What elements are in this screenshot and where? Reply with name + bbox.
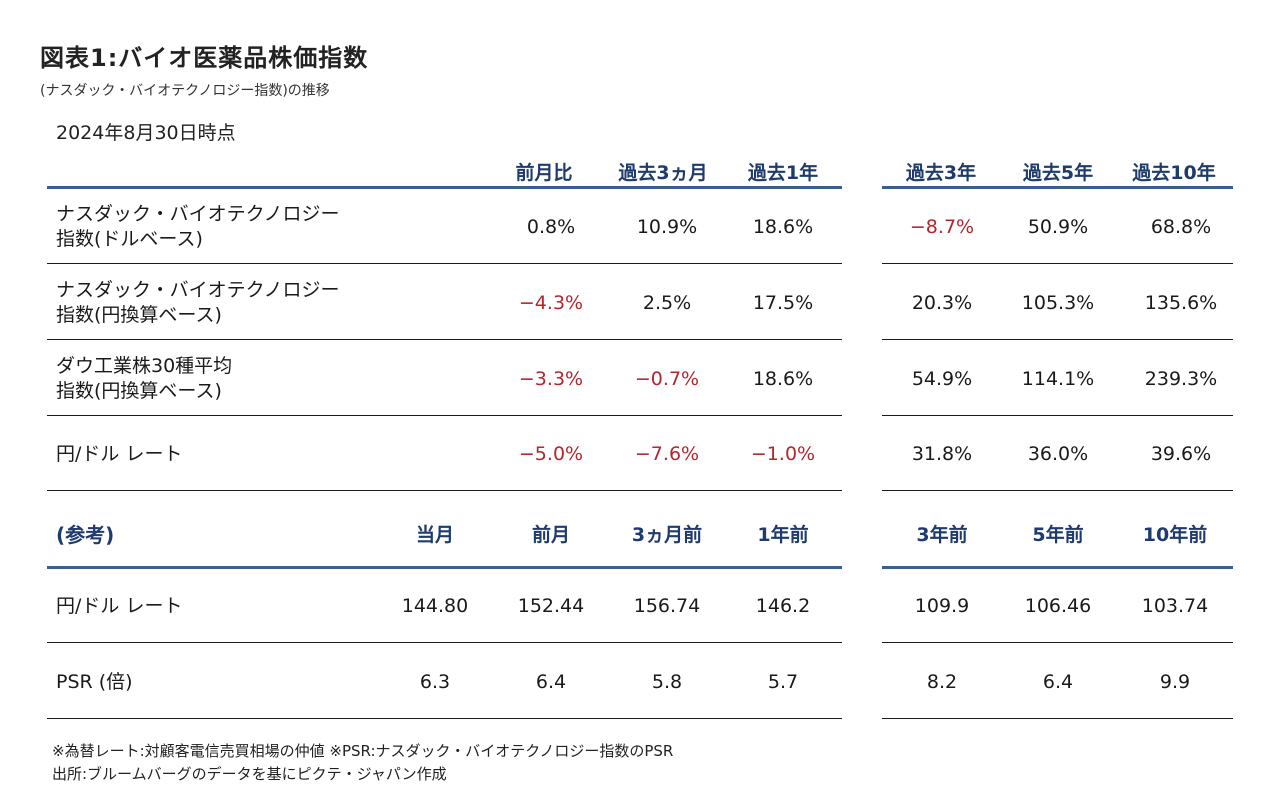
row-label: ナスダック・バイオテクノロジー 指数(円換算ベース) <box>56 279 340 326</box>
header-5y-ago: 5年前 <box>1032 524 1084 546</box>
reference-rule-right <box>882 566 1233 569</box>
value-cell: 39.6% <box>1150 443 1212 465</box>
value-cell: 106.46 <box>1024 595 1092 617</box>
value-cell: −5.0% <box>518 443 584 465</box>
value-cell: 105.3% <box>1021 292 1095 314</box>
value-cell: 50.9% <box>1027 216 1089 238</box>
value-cell: 239.3% <box>1144 368 1218 390</box>
reference-rule-left <box>47 566 842 569</box>
row-divider <box>47 263 842 264</box>
header-current-month: 当月 <box>415 524 454 546</box>
row-divider <box>882 263 1233 264</box>
row-divider <box>882 642 1233 643</box>
value-cell: 114.1% <box>1021 368 1095 390</box>
reference-label: (参考) <box>56 523 115 547</box>
value-cell: 156.74 <box>633 595 701 617</box>
row-divider <box>882 415 1233 416</box>
value-cell: −1.0% <box>750 443 816 465</box>
header-3y-ago: 3年前 <box>916 524 968 546</box>
value-cell: 36.0% <box>1027 443 1089 465</box>
row-divider <box>47 490 842 491</box>
value-cell: −7.6% <box>634 443 700 465</box>
header-3m: 過去3ヵ月 <box>618 162 708 184</box>
row-label: PSR (倍) <box>56 671 133 693</box>
row-label: 円/ドル レート <box>56 595 183 617</box>
value-cell: 20.3% <box>911 292 973 314</box>
row-label: ナスダック・バイオテクノロジー 指数(ドルベース) <box>56 203 340 250</box>
value-cell: 152.44 <box>517 595 585 617</box>
header-rule-left <box>47 186 842 189</box>
row-label: ダウ工業株30種平均 指数(円換算ベース) <box>56 355 233 402</box>
header-3m-ago: 3ヵ月前 <box>631 524 703 546</box>
header-1y: 過去1年 <box>747 162 819 184</box>
value-cell: 109.9 <box>914 595 970 617</box>
value-cell: 0.8% <box>526 216 576 238</box>
value-cell: 135.6% <box>1144 292 1218 314</box>
value-cell: −4.3% <box>518 292 584 314</box>
source-note: 出所:ブルームバーグのデータを基にピクテ・ジャパン作成 <box>52 765 447 783</box>
footnote: ※為替レート:対顧客電信売買相場の仲値 ※PSR:ナスダック・バイオテクノロジー… <box>52 742 674 760</box>
value-cell: 144.80 <box>401 595 469 617</box>
row-divider <box>882 718 1233 719</box>
value-cell: 54.9% <box>911 368 973 390</box>
value-cell: 2.5% <box>642 292 692 314</box>
value-cell: 6.3 <box>419 671 451 693</box>
row-divider <box>882 339 1233 340</box>
header-previous-month: 前月 <box>531 524 570 546</box>
value-cell: 68.8% <box>1150 216 1212 238</box>
value-cell: 9.9 <box>1159 671 1191 693</box>
header-1m-change: 前月比 <box>515 162 573 184</box>
value-cell: 18.6% <box>752 368 814 390</box>
value-cell: 10.9% <box>636 216 698 238</box>
page-subtitle: (ナスダック・バイオテクノロジー指数)の推移 <box>40 83 330 99</box>
header-10y-ago: 10年前 <box>1142 524 1208 546</box>
row-divider <box>47 415 842 416</box>
row-divider <box>882 490 1233 491</box>
header-rule-right <box>882 186 1233 189</box>
header-3y: 過去3年 <box>905 162 977 184</box>
value-cell: 18.6% <box>752 216 814 238</box>
as-of-date: 2024年8月30日時点 <box>56 122 236 144</box>
row-divider <box>47 718 842 719</box>
value-cell: 6.4 <box>535 671 567 693</box>
header-1y-ago: 1年前 <box>757 524 809 546</box>
value-cell: −0.7% <box>634 368 700 390</box>
header-10y: 過去10年 <box>1132 162 1216 184</box>
value-cell: 6.4 <box>1042 671 1074 693</box>
row-divider <box>47 642 842 643</box>
value-cell: 17.5% <box>752 292 814 314</box>
value-cell: 31.8% <box>911 443 973 465</box>
value-cell: −8.7% <box>909 216 975 238</box>
value-cell: 5.7 <box>767 671 799 693</box>
row-label: 円/ドル レート <box>56 443 183 465</box>
value-cell: 5.8 <box>651 671 683 693</box>
value-cell: 146.2 <box>755 595 811 617</box>
header-5y: 過去5年 <box>1022 162 1094 184</box>
value-cell: 103.74 <box>1141 595 1209 617</box>
value-cell: 8.2 <box>926 671 958 693</box>
page-title: 図表1:バイオ医薬品株価指数 <box>40 44 369 72</box>
value-cell: −3.3% <box>518 368 584 390</box>
row-divider <box>47 339 842 340</box>
